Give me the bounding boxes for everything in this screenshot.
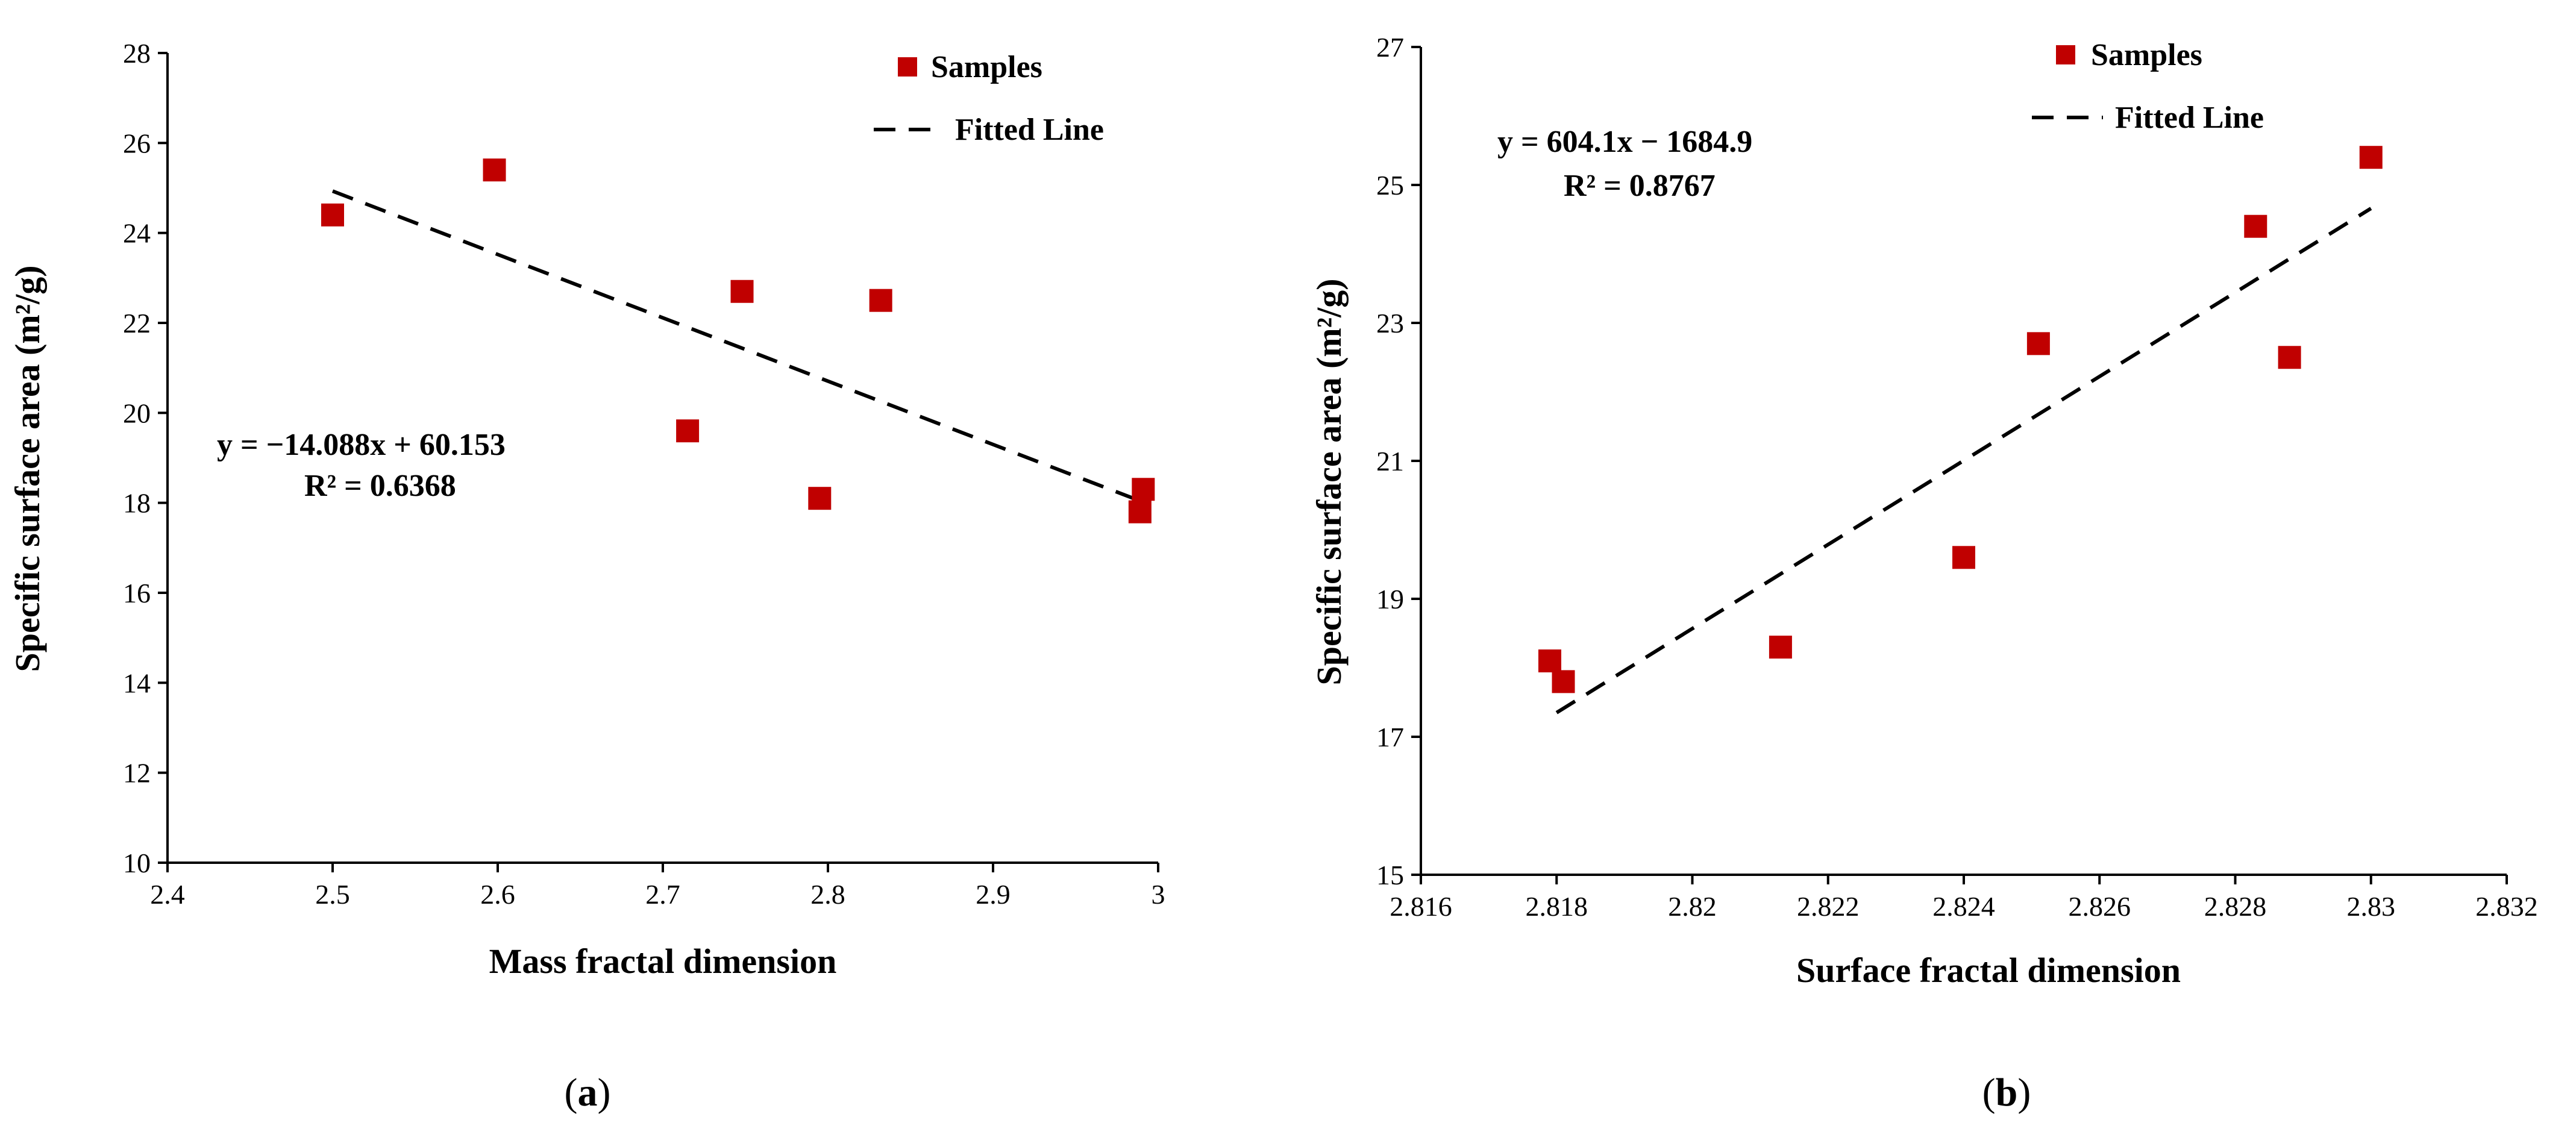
chart-a-sample-point	[1132, 478, 1155, 501]
chart-a-legend-samples-marker	[898, 57, 917, 77]
chart-a-sample-point	[1128, 500, 1152, 524]
chart-a-fitted-line	[331, 189, 1142, 504]
chart-b-y-tick-label: 19	[1376, 584, 1404, 614]
chart-b-equation: y = 604.1x − 1684.9	[1497, 125, 1752, 159]
chart-b-x-tick-label: 2.824	[1932, 891, 1995, 922]
chart-b-sample-point	[1952, 546, 1975, 569]
chart-b-x-tick-label: 2.816	[1390, 891, 1452, 922]
chart-a-ticks: 2.4 2.5 2.6 2.7 2.8 2.9 3 10 12 14 16 18 20 22 24 26 28	[123, 38, 1165, 910]
chart-b-sample-point	[2359, 146, 2383, 169]
chart-b-fitted-line	[1555, 207, 2372, 715]
chart-a-y-tick-label: 18	[123, 488, 151, 519]
chart-panel-b: 2.816 2.818 2.82 2.822 2.824 2.826 2.828 2.83 2.…	[1309, 32, 2538, 1115]
chart-b-legend-samples-marker	[2056, 45, 2075, 64]
chart-b-y-tick-label: 25	[1376, 170, 1404, 201]
chart-b-x-tick-label: 2.828	[2204, 891, 2267, 922]
chart-a-y-tick-label: 20	[123, 398, 151, 428]
chart-b-sample-point	[2244, 214, 2267, 238]
chart-b-sample-point	[1769, 636, 1792, 659]
chart-a-xlabel: Mass fractal dimension	[489, 942, 837, 981]
chart-b-r2: R² = 0.8767	[1564, 169, 1716, 203]
chart-b-xlabel: Surface fractal dimension	[1796, 951, 2181, 990]
chart-a-panel-label: (a)	[565, 1071, 611, 1115]
chart-b-sample-point	[2278, 346, 2301, 369]
chart-a-y-tick-label: 16	[123, 578, 151, 608]
chart-a-x-tick-label: 3	[1152, 879, 1165, 910]
chart-b-x-tick-label: 2.822	[1797, 891, 1860, 922]
chart-b-y-tick-label: 15	[1376, 860, 1404, 890]
chart-a-x-tick-label: 2.6	[480, 879, 515, 910]
chart-a-sample-point	[321, 203, 344, 227]
chart-a-sample-point	[808, 487, 832, 510]
chart-b-legend-fit-label: Fitted Line	[2115, 101, 2264, 135]
chart-a-ylabel: Specific surface area (m²/g)	[8, 265, 47, 672]
chart-a-legend-fit-label: Fitted Line	[955, 113, 1104, 147]
chart-a-y-tick-label: 10	[123, 848, 151, 878]
chart-a-legend: Samples Fitted Line	[874, 50, 1104, 147]
chart-a-y-tick-label: 22	[123, 308, 151, 339]
chart-b-y-tick-label: 21	[1376, 446, 1404, 477]
chart-a-y-tick-label: 12	[123, 758, 151, 789]
chart-b-x-tick-label: 2.826	[2069, 891, 2131, 922]
chart-b-legend-samples-label: Samples	[2091, 38, 2202, 72]
chart-b-x-tick-label: 2.83	[2347, 891, 2396, 922]
chart-a-sample-point	[869, 289, 892, 312]
chart-a-y-tick-label: 24	[123, 218, 151, 249]
chart-b-x-tick-label: 2.82	[1668, 891, 1717, 922]
chart-b-sample-point	[2026, 332, 2050, 355]
chart-a-y-tick-label: 28	[123, 38, 151, 69]
chart-panel-a: 2.4 2.5 2.6 2.7 2.8 2.9 310121416182022242628 …	[8, 38, 1165, 1115]
chart-a-x-tick-label: 2.5	[315, 879, 350, 910]
chart-a-x-tick-label: 2.4	[150, 879, 185, 910]
chart-a-equation: y = −14.088x + 60.153	[217, 428, 506, 462]
chart-a-r2: R² = 0.6368	[304, 469, 456, 503]
chart-a-legend-samples-label: Samples	[931, 50, 1042, 84]
chart-b-y-tick-label: 23	[1376, 308, 1404, 339]
chart-b-ylabel: Specific surface area (m²/g)	[1309, 278, 1349, 685]
chart-a-sample-point	[730, 280, 754, 303]
chart-b-y-tick-label: 17	[1376, 722, 1404, 752]
chart-a-x-tick-label: 2.7	[645, 879, 680, 910]
chart-a-sample-point	[676, 419, 700, 443]
chart-b-sample-point	[1552, 670, 1575, 693]
chart-b-points	[1538, 146, 2383, 693]
chart-a-sample-point	[483, 158, 506, 182]
chart-b-legend: Samples Fitted Line	[2032, 38, 2264, 135]
chart-b-sample-point	[1538, 649, 1561, 673]
chart-a-x-tick-label: 2.9	[976, 879, 1011, 910]
chart-a-points	[321, 158, 1155, 524]
chart-b-panel-label: (b)	[1982, 1071, 2031, 1115]
chart-a-fitted-line-path	[331, 189, 1142, 504]
chart-a-y-tick-label: 26	[123, 128, 151, 158]
chart-b-x-tick-label: 2.818	[1526, 891, 1588, 922]
chart-b-ticks: 2.816 2.818 2.82 2.822 2.824 2.826 2.828 2.83 2.…	[1376, 32, 2538, 922]
chart-b-x-tick-label: 2.832	[2475, 891, 2538, 922]
chart-b-y-tick-label: 27	[1376, 32, 1404, 63]
chart-a-x-tick-label: 2.8	[810, 879, 845, 910]
chart-b-fitted-line-path	[1555, 207, 2372, 715]
chart-a-y-tick-label: 14	[123, 668, 151, 698]
